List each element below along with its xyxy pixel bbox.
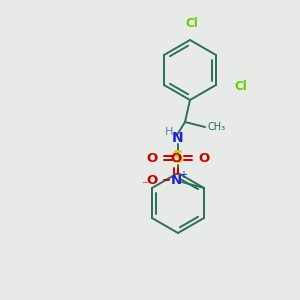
Text: ⁻: ⁻ [141,179,147,193]
Text: O: O [198,152,210,164]
Text: O: O [146,152,158,164]
Text: Cl: Cl [186,17,198,30]
Text: CH₃: CH₃ [208,122,226,132]
Text: H: H [165,127,173,137]
Text: N: N [170,173,182,187]
Text: O: O [146,173,158,187]
Text: O: O [170,152,182,166]
Text: S: S [172,149,184,167]
Text: N: N [172,131,184,145]
Text: +: + [179,170,187,180]
Text: Cl: Cl [234,80,247,94]
